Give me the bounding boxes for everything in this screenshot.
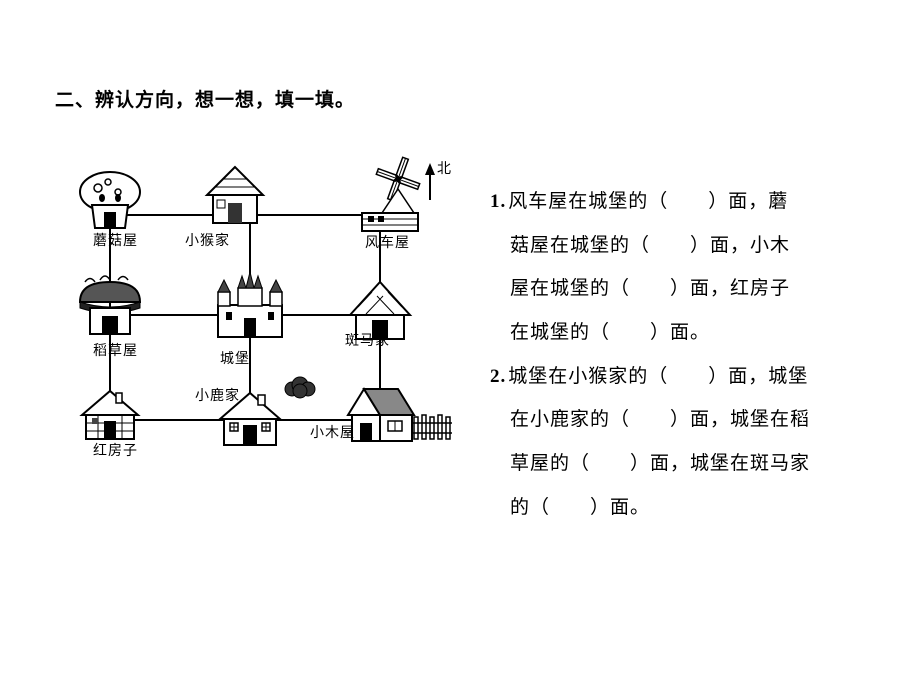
redhouse-label: 红房子 <box>93 443 138 459</box>
q2-line1: 城堡在小猴家的（ ）面，城堡 <box>508 355 890 399</box>
q1-line3: 屋在城堡的（ ）面，红房子 <box>490 267 890 311</box>
compass-north: 北 <box>425 161 452 200</box>
section-title: 二、辨认方向，想一想，填一填。 <box>55 85 355 112</box>
bush-icon <box>285 377 315 398</box>
mushroom-label: 蘑菇屋 <box>93 233 138 249</box>
map-diagram: 北 蘑菇屋 小猴家 <box>55 145 475 485</box>
castle-icon <box>218 272 282 337</box>
fence-icon <box>412 415 452 439</box>
q2-line2: 在小鹿家的（ ）面，城堡在稻 <box>490 398 890 442</box>
red-house-icon <box>82 391 138 439</box>
compass-label: 北 <box>437 161 452 177</box>
questions-block: 1. 风车屋在城堡的（ ）面，蘑 菇屋在城堡的（ ）面，小木 屋在城堡的（ ）面… <box>490 180 890 530</box>
question-2: 2. 城堡在小猴家的（ ）面，城堡 <box>490 355 890 399</box>
castle-label: 城堡 <box>220 351 250 367</box>
question-1: 1. 风车屋在城堡的（ ）面，蘑 <box>490 180 890 224</box>
zebra-house-icon <box>350 282 410 339</box>
straw-label: 稻草屋 <box>93 343 138 359</box>
wood-house-icon <box>348 389 414 441</box>
wood-label: 小木屋 <box>310 425 355 441</box>
mushroom-house-icon <box>80 172 140 228</box>
q2-line4: 的（ ）面。 <box>490 486 890 530</box>
q1-line4: 在城堡的（ ）面。 <box>490 311 890 355</box>
q2-number: 2. <box>490 355 506 399</box>
deer-label: 小鹿家 <box>195 387 240 404</box>
q1-line2: 菇屋在城堡的（ ）面，小木 <box>490 224 890 268</box>
q2-line3: 草屋的（ ）面，城堡在斑马家 <box>490 442 890 486</box>
zebra-label: 斑马家 <box>345 332 390 349</box>
monkey-label: 小猴家 <box>185 232 230 249</box>
q1-line1: 风车屋在城堡的（ ）面，蘑 <box>508 180 890 224</box>
q1-number: 1. <box>490 180 506 224</box>
monkey-house-icon <box>207 167 263 223</box>
windmill-icon <box>362 157 420 231</box>
windmill-label: 风车屋 <box>365 234 410 251</box>
